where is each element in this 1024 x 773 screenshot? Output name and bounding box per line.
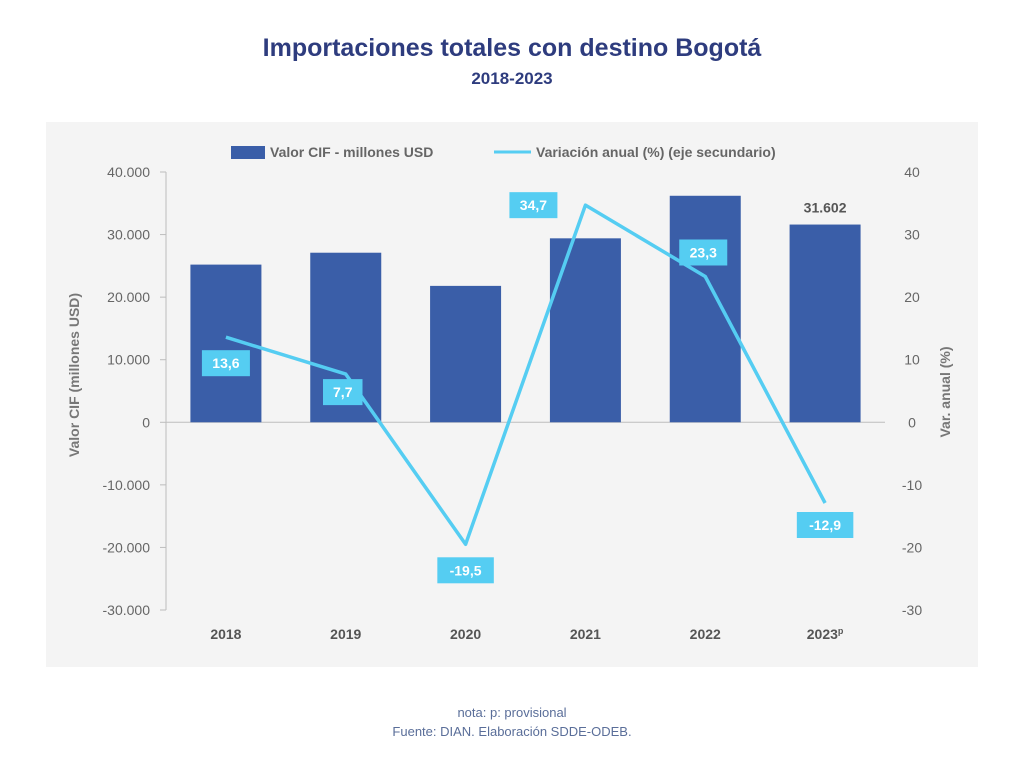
line-value-label-text: -19,5	[450, 562, 482, 578]
y-secondary-tick-label: -10	[902, 477, 922, 493]
category-label-2022: 2022	[690, 626, 721, 642]
chart-subtitle: 2018-2023	[471, 69, 553, 88]
chart-title: Importaciones totales con destino Bogotá	[262, 34, 762, 62]
line-value-label-bg	[437, 557, 494, 584]
category-label-text: 2021	[570, 626, 601, 642]
line-value-label: -19,5	[437, 557, 494, 584]
y-secondary-tick-label: 10	[904, 352, 920, 368]
bars	[190, 195, 861, 423]
category-label-text: 2023	[807, 626, 838, 642]
line-value-label: 23,3	[679, 239, 728, 266]
line-value-label-bg	[509, 192, 558, 219]
axes: 40.000 30.000 20.000 10.000 0 -10.000 -20.000 -…	[103, 164, 923, 618]
bar-value-label: 31.602	[804, 200, 847, 216]
y-primary-tick-label: 10.000	[107, 352, 150, 368]
line-value-label-bg	[323, 379, 363, 406]
y-secondary-tick-label: 0	[908, 414, 916, 430]
y-primary-tick-label: -10.000	[103, 477, 151, 493]
bar-2021	[549, 238, 621, 423]
line-value-label: -12,9	[796, 512, 854, 539]
category-labels: 2018 2019 2020 2021 2022 2023p	[210, 626, 844, 642]
y-secondary-tick-label: 40	[904, 164, 920, 180]
y-secondary-tick-label: 20	[904, 289, 920, 305]
line-value-label: 34,7	[509, 192, 558, 219]
line-series	[225, 203, 827, 547]
line-value-label-bg	[796, 512, 854, 539]
category-label-suffix: p	[838, 626, 844, 636]
category-label-text: 2020	[450, 626, 481, 642]
y-primary-tick-label: -20.000	[103, 539, 151, 555]
category-label-2018: 2018	[210, 626, 241, 642]
line-value-label: 13,6	[201, 350, 250, 377]
y-secondary-tick-label: -20	[902, 539, 922, 555]
y-primary-tick-label: -30.000	[103, 602, 151, 618]
y-primary-tick-label: 40.000	[107, 164, 150, 180]
bar-2023	[789, 224, 861, 423]
legend-bar-swatch	[231, 146, 265, 159]
source-note: Fuente: DIAN. Elaboración SDDE-ODEB.	[392, 724, 632, 739]
line-value-label-bg	[201, 350, 250, 377]
y-primary-tick-label: 20.000	[107, 289, 150, 305]
category-label-2020: 2020	[450, 626, 481, 642]
y-secondary-tick-label: 30	[904, 227, 920, 243]
line-value-label-text: -12,9	[809, 517, 841, 533]
line-value-label-text: 23,3	[690, 244, 717, 260]
y-axis-secondary-title: Var. anual (%)	[937, 346, 953, 437]
bar-labels: 31.602	[804, 200, 847, 216]
legend-line-label: Variación anual (%) (eje secundario)	[536, 144, 776, 160]
category-label-2019: 2019	[330, 626, 361, 642]
y-primary-tick-label: 30.000	[107, 227, 150, 243]
category-label-text: 2022	[690, 626, 721, 642]
y-secondary-tick-label: -30	[902, 602, 922, 618]
line-value-label-text: 7,7	[333, 384, 353, 400]
category-label-2021: 2021	[570, 626, 601, 642]
bar-2022	[669, 195, 741, 423]
variation-line	[225, 203, 827, 547]
category-label-2023: 2023p	[807, 626, 844, 642]
category-label-text: 2018	[210, 626, 241, 642]
category-label-text: 2019	[330, 626, 361, 642]
y-primary-tick-label: 0	[142, 414, 150, 430]
line-labels: 13,6 7,7 -19,5 34,7 23,3 -12,9	[201, 192, 854, 584]
y-axis-primary-title: Valor CIF (millones USD)	[66, 293, 82, 457]
line-value-label-text: 13,6	[212, 355, 239, 371]
legend: Valor CIF - millones USD Variación anual…	[231, 144, 776, 160]
bar-2020	[430, 285, 502, 423]
line-value-label-bg	[679, 239, 728, 266]
legend-bar-label: Valor CIF - millones USD	[270, 144, 433, 160]
footnote: nota: p: provisional	[457, 705, 567, 720]
line-value-label-text: 34,7	[520, 197, 547, 213]
line-value-label: 7,7	[323, 379, 363, 406]
